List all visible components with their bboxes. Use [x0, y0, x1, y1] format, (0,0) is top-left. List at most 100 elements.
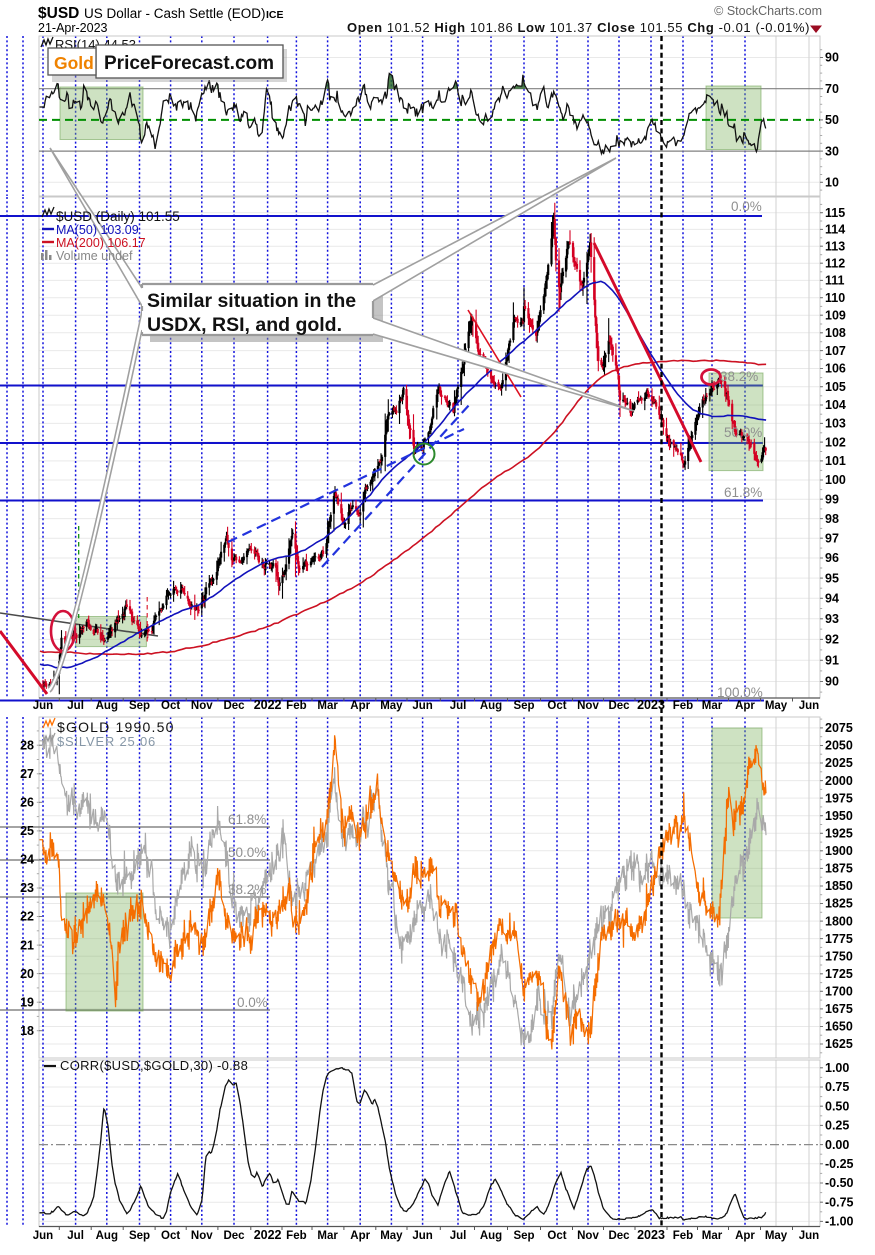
svg-text:1775: 1775 — [825, 932, 853, 946]
svg-text:Jun: Jun — [412, 1230, 432, 1242]
svg-text:Dec: Dec — [608, 1230, 630, 1242]
svg-text:109: 109 — [825, 308, 846, 322]
svg-text:0.25: 0.25 — [825, 1119, 849, 1133]
svg-text:$GOLD 1990.50: $GOLD 1990.50 — [57, 719, 175, 735]
svg-text:112: 112 — [825, 256, 845, 270]
svg-text:114: 114 — [825, 223, 845, 237]
svg-text:Jul: Jul — [450, 1230, 467, 1242]
svg-text:Apr: Apr — [735, 700, 755, 712]
svg-text:96: 96 — [825, 551, 839, 565]
svg-text:CORR($USD,$GOLD,30) -0.88: CORR($USD,$GOLD,30) -0.88 — [60, 1058, 248, 1073]
svg-text:25: 25 — [20, 824, 34, 838]
svg-text:106: 106 — [825, 362, 846, 376]
svg-text:Feb: Feb — [286, 700, 306, 712]
svg-text:2022: 2022 — [254, 1228, 282, 1242]
svg-text:90: 90 — [825, 51, 839, 65]
svg-text:2075: 2075 — [825, 721, 853, 735]
svg-text:Aug: Aug — [96, 1230, 118, 1242]
svg-text:1650: 1650 — [825, 1020, 853, 1034]
svg-text:Dec: Dec — [223, 700, 245, 712]
svg-text:115: 115 — [825, 206, 845, 220]
svg-text:1700: 1700 — [825, 985, 853, 999]
svg-text:94: 94 — [825, 592, 839, 606]
svg-text:Oct: Oct — [161, 1230, 180, 1242]
svg-text:0.00: 0.00 — [825, 1138, 849, 1152]
svg-text:2022: 2022 — [254, 698, 282, 712]
svg-text:$USD (Daily) 101.55: $USD (Daily) 101.55 — [56, 209, 180, 224]
svg-text:18: 18 — [20, 1024, 34, 1038]
svg-text:97: 97 — [825, 531, 839, 545]
svg-text:USDX, RSI, and gold.: USDX, RSI, and gold. — [147, 314, 342, 336]
svg-text:108: 108 — [825, 326, 846, 340]
svg-text:28: 28 — [20, 738, 34, 752]
svg-text:70: 70 — [825, 82, 839, 96]
svg-text:May: May — [380, 700, 403, 712]
svg-text:1.00: 1.00 — [825, 1061, 849, 1075]
svg-text:Jul: Jul — [67, 700, 84, 712]
svg-text:27: 27 — [20, 767, 34, 781]
svg-text:Jul: Jul — [67, 1230, 84, 1242]
svg-text:61.8%: 61.8% — [724, 485, 762, 500]
svg-text:-0.50: -0.50 — [825, 1176, 854, 1190]
svg-text:Aug: Aug — [480, 700, 502, 712]
svg-text:50: 50 — [825, 113, 839, 127]
svg-text:23: 23 — [20, 881, 34, 895]
svg-text:99: 99 — [825, 492, 839, 506]
svg-text:Nov: Nov — [577, 700, 599, 712]
svg-text:1850: 1850 — [825, 879, 853, 893]
svg-text:Dec: Dec — [608, 700, 630, 712]
svg-text:Jun: Jun — [799, 700, 819, 712]
svg-text:0.0%: 0.0% — [731, 199, 762, 214]
svg-text:19: 19 — [20, 995, 34, 1009]
svg-text:1675: 1675 — [825, 1002, 853, 1016]
svg-text:Sep: Sep — [129, 700, 150, 712]
svg-text:Open 101.52 High 101.86 Low 10: Open 101.52 High 101.86 Low 101.37 Close… — [347, 20, 810, 35]
svg-text:Similar situation in the: Similar situation in the — [147, 290, 356, 312]
svg-text:Sep: Sep — [129, 1230, 150, 1242]
svg-text:38.2%: 38.2% — [720, 369, 758, 384]
svg-text:Oct: Oct — [547, 1230, 566, 1242]
svg-text:2023: 2023 — [637, 698, 665, 712]
svg-text:Nov: Nov — [577, 1230, 599, 1242]
svg-text:102: 102 — [825, 435, 846, 449]
svg-text:Sep: Sep — [513, 1230, 534, 1242]
svg-text:Gold: Gold — [54, 53, 94, 73]
svg-text:2000: 2000 — [825, 774, 853, 788]
svg-text:$USD: $USD — [38, 5, 79, 22]
svg-text:2023: 2023 — [637, 1228, 665, 1242]
svg-text:98: 98 — [825, 512, 839, 526]
svg-text:Feb: Feb — [673, 700, 693, 712]
svg-text:100: 100 — [825, 473, 846, 487]
svg-text:Mar: Mar — [317, 700, 338, 712]
svg-text:Mar: Mar — [317, 1230, 338, 1242]
svg-text:$SILVER 25.06: $SILVER 25.06 — [57, 734, 156, 749]
svg-text:1750: 1750 — [825, 949, 853, 963]
svg-text:MA(200) 106.17: MA(200) 106.17 — [56, 236, 146, 250]
svg-text:91: 91 — [825, 654, 839, 668]
svg-text:Aug: Aug — [480, 1230, 502, 1242]
svg-text:Sep: Sep — [513, 700, 534, 712]
svg-text:1725: 1725 — [825, 967, 853, 981]
svg-text:1950: 1950 — [825, 809, 853, 823]
svg-text:Dec: Dec — [223, 1230, 245, 1242]
svg-text:105: 105 — [825, 380, 846, 394]
svg-text:-0.25: -0.25 — [825, 1157, 854, 1171]
svg-text:113: 113 — [825, 239, 845, 253]
svg-text:1900: 1900 — [825, 844, 853, 858]
svg-text:104: 104 — [825, 398, 846, 412]
svg-text:ICE: ICE — [266, 9, 284, 21]
svg-text:Volume undef: Volume undef — [56, 249, 133, 263]
svg-text:Jul: Jul — [450, 700, 467, 712]
svg-text:PriceForecast.com: PriceForecast.com — [104, 53, 274, 74]
svg-text:Oct: Oct — [547, 700, 566, 712]
svg-text:Jun: Jun — [33, 1230, 53, 1242]
svg-text:1975: 1975 — [825, 791, 853, 805]
svg-text:1875: 1875 — [825, 862, 853, 876]
svg-text:1825: 1825 — [825, 897, 853, 911]
svg-text:50.0%: 50.0% — [228, 845, 266, 860]
svg-text:Oct: Oct — [161, 700, 180, 712]
svg-text:Feb: Feb — [673, 1230, 693, 1242]
svg-text:93: 93 — [825, 612, 839, 626]
svg-text:Jun: Jun — [33, 700, 53, 712]
svg-text:21-Apr-2023: 21-Apr-2023 — [38, 21, 108, 35]
